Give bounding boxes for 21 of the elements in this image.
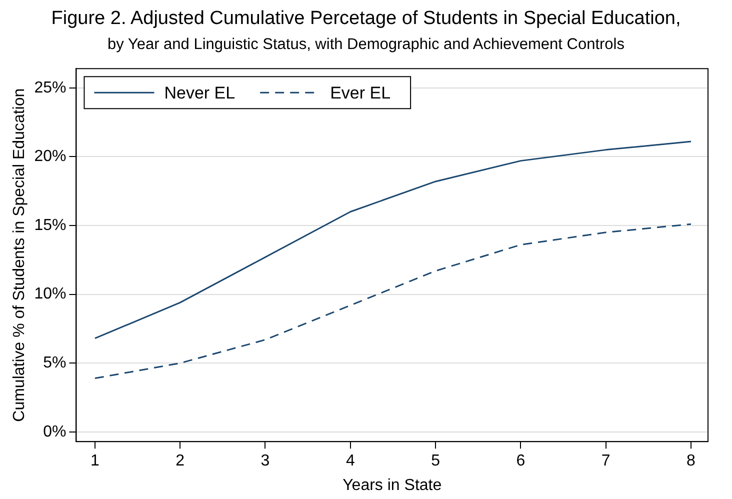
x-tick-label: 2	[176, 452, 185, 470]
chart-subtitle: by Year and Linguistic Status, with Demographic and Achievement Controls	[106, 36, 626, 54]
x-tick-label: 7	[601, 452, 610, 470]
legend-label: Ever EL	[330, 83, 391, 102]
y-tick-label: 20%	[34, 148, 66, 166]
legend-label: Never EL	[164, 83, 236, 102]
y-tick-label: 5%	[43, 354, 66, 372]
x-tick-label: 6	[516, 452, 526, 470]
x-tick-label: 4	[346, 452, 355, 470]
x-tick-label: 5	[431, 452, 440, 470]
x-tick-label: 8	[686, 452, 696, 470]
y-axis-title: Cumulative % of Students in Special Education	[11, 88, 28, 422]
x-axis-title: Years in State	[342, 476, 442, 494]
x-tick-label: 1	[90, 452, 100, 470]
y-tick-label: 15%	[34, 216, 66, 234]
y-tick-label: 0%	[43, 423, 66, 440]
chart-title: Figure 2. Adjusted Cumulative Percetage of Students in Special Education,	[50, 8, 682, 30]
x-tick-label: 3	[260, 452, 270, 470]
y-tick-label: 25%	[34, 79, 66, 96]
line-series	[94, 223, 692, 380]
y-tick-label: 10%	[34, 286, 66, 303]
